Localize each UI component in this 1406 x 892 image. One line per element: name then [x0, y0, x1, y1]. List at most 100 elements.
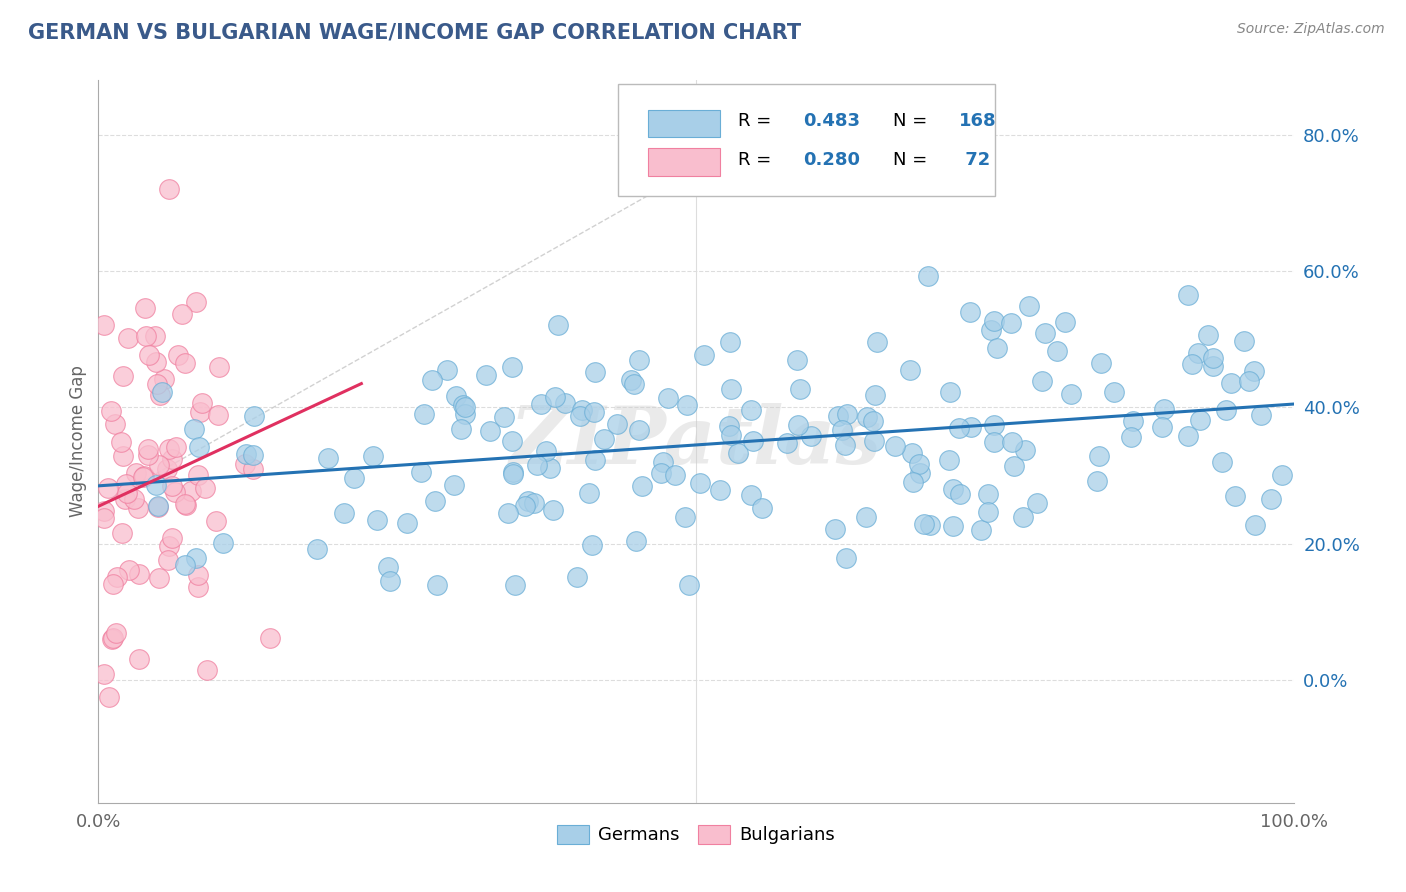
Point	[186, 551, 208, 566]
Point	[901, 475, 924, 490]
Point	[170, 307, 193, 321]
Point	[1153, 402, 1175, 417]
Point	[740, 402, 762, 417]
Point	[100, 404, 122, 418]
Point	[125, 467, 148, 481]
Point	[1000, 316, 1022, 330]
Point	[623, 377, 645, 392]
Point	[583, 365, 606, 379]
Text: Source: ZipAtlas.com: Source: ZipAtlas.com	[1237, 22, 1385, 37]
Point	[1260, 492, 1282, 507]
Point	[501, 434, 523, 449]
Point	[176, 498, 198, 512]
Point	[450, 422, 472, 436]
Point	[664, 468, 686, 483]
Point	[105, 569, 128, 583]
Point	[165, 440, 187, 454]
Point	[1202, 359, 1225, 374]
Point	[454, 401, 477, 415]
Point	[502, 467, 524, 481]
FancyBboxPatch shape	[619, 84, 995, 196]
Point	[180, 483, 202, 498]
Point	[174, 558, 197, 572]
Point	[1045, 343, 1067, 358]
Point	[1177, 429, 1199, 443]
Point	[118, 563, 141, 577]
Point	[157, 442, 180, 456]
Point	[1202, 351, 1225, 366]
Point	[207, 409, 229, 423]
Point	[627, 423, 650, 437]
Point	[834, 438, 856, 452]
Point	[143, 329, 166, 343]
Point	[1090, 356, 1112, 370]
Point	[523, 496, 546, 510]
Point	[105, 625, 128, 640]
Text: R =: R =	[738, 151, 770, 169]
Point	[166, 348, 188, 362]
Point	[187, 580, 209, 594]
Point	[212, 536, 235, 550]
Point	[157, 182, 180, 196]
Point	[651, 455, 673, 469]
Point	[496, 506, 519, 520]
Point	[898, 363, 921, 377]
Point	[863, 434, 886, 449]
Point	[516, 493, 538, 508]
Point	[1054, 315, 1077, 329]
Point	[534, 443, 557, 458]
Point	[855, 510, 877, 524]
Point	[544, 390, 567, 404]
Point	[145, 354, 167, 368]
Point	[800, 429, 823, 443]
Point	[1188, 413, 1211, 427]
Point	[529, 397, 551, 411]
Point	[136, 442, 159, 456]
Point	[938, 453, 960, 467]
Point	[127, 501, 149, 516]
Point	[146, 377, 169, 392]
Point	[1177, 287, 1199, 301]
Point	[103, 631, 125, 645]
Point	[856, 409, 879, 424]
Point	[581, 538, 603, 552]
Point	[908, 467, 931, 481]
Point	[190, 405, 212, 419]
Point	[776, 436, 799, 450]
Point	[1220, 376, 1243, 391]
Point	[1011, 509, 1033, 524]
Point	[969, 523, 991, 537]
Point	[942, 482, 965, 496]
Bar	[648, 148, 720, 176]
Point	[720, 382, 742, 396]
Point	[259, 631, 281, 645]
Point	[114, 492, 136, 507]
Point	[741, 434, 763, 449]
Point	[135, 329, 157, 343]
Point	[1197, 327, 1219, 342]
Point	[157, 539, 180, 553]
Point	[187, 468, 209, 483]
Point	[592, 432, 614, 446]
Point	[1014, 443, 1036, 458]
Point	[305, 541, 328, 556]
Point	[568, 409, 591, 423]
Point	[132, 469, 155, 483]
Point	[160, 478, 183, 492]
Point	[128, 566, 150, 581]
Point	[977, 486, 1000, 500]
Point	[242, 448, 264, 462]
Point	[980, 323, 1002, 337]
Point	[1223, 489, 1246, 503]
Text: 72: 72	[959, 151, 990, 169]
Point	[657, 391, 679, 405]
Point	[93, 511, 115, 525]
Point	[1122, 413, 1144, 427]
Point	[959, 305, 981, 319]
Point	[173, 497, 195, 511]
Text: GERMAN VS BULGARIAN WAGE/INCOME GAP CORRELATION CHART: GERMAN VS BULGARIAN WAGE/INCOME GAP CORR…	[28, 22, 801, 42]
Point	[786, 353, 808, 368]
Text: 168: 168	[959, 112, 997, 130]
Point	[620, 373, 643, 387]
Point	[184, 294, 207, 309]
